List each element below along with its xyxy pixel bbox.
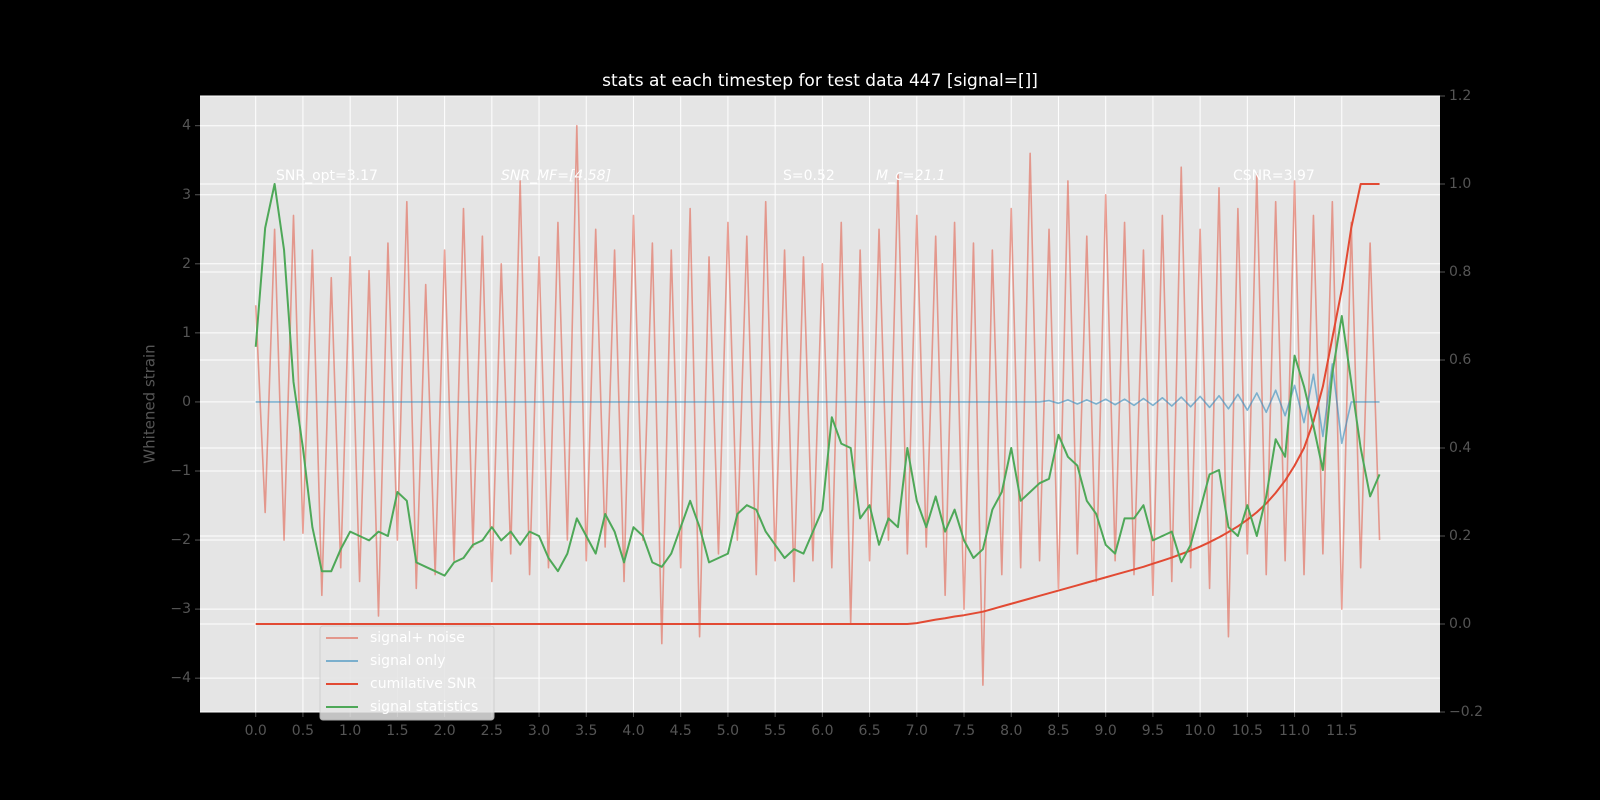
y-tick-label: −2: [170, 532, 191, 548]
y-tick-label: −1: [170, 463, 191, 479]
x-tick-label: 0.5: [292, 723, 314, 739]
legend-box: [319, 625, 495, 721]
x-tick-label: 1.0: [339, 723, 361, 739]
y-tick-label: −3: [170, 601, 191, 617]
x-tick-label: 8.0: [1000, 723, 1022, 739]
x-tick-label: 7.5: [953, 723, 975, 739]
x-tick-label: 10.0: [1185, 723, 1216, 739]
y2-tick-label: 0.0: [1449, 616, 1471, 632]
x-tick-label: 0.0: [245, 723, 267, 739]
legend: signal+ noise signal only cumilative SNR si…: [319, 625, 495, 721]
y2-tick-label: 0.2: [1449, 528, 1471, 544]
y-tick-label: 0: [182, 394, 191, 410]
legend-label: signal+ noise: [370, 630, 465, 646]
y-tick-label: 4: [182, 118, 191, 134]
legend-label: cumilative SNR: [370, 676, 477, 692]
x-tick-label: 11.5: [1326, 723, 1357, 739]
x-tick-label: 5.0: [717, 723, 739, 739]
y2-tick-label: 0.8: [1449, 264, 1471, 280]
annotation: M_c=21.1: [876, 168, 946, 184]
y-tick-label: 1: [182, 325, 191, 341]
x-tick-label: 5.5: [764, 723, 786, 739]
legend-label: signal only: [370, 653, 445, 669]
y2-tick-label: 1.2: [1449, 88, 1471, 104]
x-tick-label: 9.5: [1142, 723, 1164, 739]
x-tick-label: 6.0: [811, 723, 833, 739]
x-tick-label: 3.0: [528, 723, 550, 739]
series-line: [255, 183, 1380, 625]
y2-tick-label: −0.2: [1449, 704, 1483, 720]
y2-tick-label: 0.6: [1449, 352, 1471, 368]
annotation: SNR_opt=3.17: [276, 168, 378, 184]
annotation: SNR_MF=[4.58]: [501, 168, 611, 184]
y2-tick-label: 1.0: [1449, 176, 1471, 192]
x-tick-label: 6.5: [858, 723, 880, 739]
y-tick-label: 3: [182, 187, 191, 203]
y2-tick-label: 0.4: [1449, 440, 1471, 456]
annotation: S=0.52: [783, 168, 835, 184]
x-tick-label: 1.5: [386, 723, 408, 739]
x-tick-label: 4.0: [622, 723, 644, 739]
series-line: [254, 183, 1381, 577]
x-tick-label: 10.5: [1232, 723, 1263, 739]
y-tick-label: 2: [182, 256, 191, 272]
x-tick-label: 9.0: [1095, 723, 1117, 739]
annotation: CSNR=3.97: [1233, 168, 1315, 184]
x-tick-label: 2.0: [433, 723, 455, 739]
x-tick-label: 2.5: [481, 723, 503, 739]
legend-label: signal statistics: [370, 699, 478, 715]
chart-title: stats at each timestep for test data 447…: [602, 71, 1038, 91]
x-tick-label: 4.5: [670, 723, 692, 739]
plot-background: [200, 96, 1440, 712]
x-tick-label: 8.5: [1047, 723, 1069, 739]
x-tick-label: 3.5: [575, 723, 597, 739]
y-tick-label: −4: [170, 670, 191, 686]
y-axis-label: Whitened strain: [141, 344, 159, 463]
series-line: [254, 124, 1381, 686]
series-line: [255, 363, 1380, 445]
x-tick-label: 11.0: [1279, 723, 1310, 739]
x-tick-label: 7.0: [906, 723, 928, 739]
